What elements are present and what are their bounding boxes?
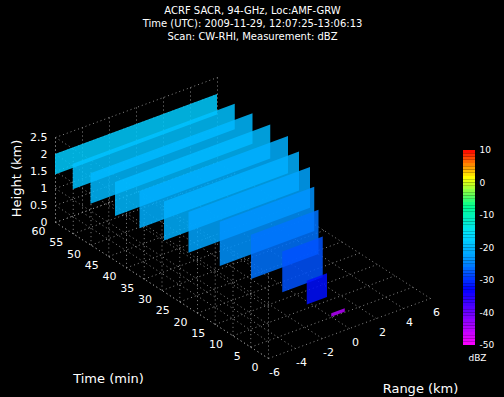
svg-text:0: 0 (480, 178, 486, 188)
svg-text:4: 4 (406, 316, 413, 329)
svg-text:ACRF SACR, 94-GHz, Loc:AMF-GRW: ACRF SACR, 94-GHz, Loc:AMF-GRW (164, 5, 340, 16)
svg-text:-50: -50 (480, 340, 495, 350)
svg-text:-20: -20 (480, 243, 495, 253)
svg-text:35: 35 (120, 282, 134, 295)
svg-text:-2: -2 (323, 346, 334, 359)
svg-text:2.5: 2.5 (30, 131, 48, 144)
svg-text:2: 2 (379, 326, 386, 339)
svg-text:Height (km): Height (km) (9, 140, 24, 217)
svg-text:10: 10 (209, 338, 223, 351)
svg-text:Time (UTC): 2009-11-29, 12:07:: Time (UTC): 2009-11-29, 12:07:25-13:06:1… (142, 18, 363, 29)
svg-text:6: 6 (433, 306, 440, 319)
svg-text:1: 1 (41, 182, 48, 195)
svg-text:0: 0 (252, 361, 259, 374)
svg-text:55: 55 (49, 236, 63, 249)
svg-text:60: 60 (32, 225, 46, 238)
svg-text:-6: -6 (269, 366, 280, 379)
svg-text:20: 20 (174, 316, 188, 329)
svg-text:0: 0 (352, 336, 359, 349)
svg-text:30: 30 (138, 293, 152, 306)
svg-text:Scan: CW-RHI, Measurement: dBZ: Scan: CW-RHI, Measurement: dBZ (168, 31, 338, 42)
svg-text:2: 2 (41, 148, 48, 161)
svg-text:Range (km): Range (km) (383, 381, 459, 396)
svg-text:50: 50 (67, 248, 81, 261)
svg-text:Time (min): Time (min) (72, 371, 144, 386)
svg-text:40: 40 (103, 270, 117, 283)
svg-text:45: 45 (85, 259, 99, 272)
svg-text:0: 0 (40, 216, 48, 229)
svg-text:10: 10 (480, 145, 492, 155)
svg-text:15: 15 (191, 327, 205, 340)
svg-text:-4: -4 (296, 356, 307, 369)
svg-text:0.5: 0.5 (30, 199, 48, 212)
svg-text:1.5: 1.5 (30, 165, 48, 178)
svg-text:-30: -30 (480, 275, 495, 285)
svg-text:-10: -10 (480, 210, 495, 220)
svg-text:25: 25 (156, 304, 170, 317)
svg-text:dBZ: dBZ (468, 353, 486, 363)
svg-text:-40: -40 (480, 308, 495, 318)
svg-text:5: 5 (234, 350, 241, 363)
